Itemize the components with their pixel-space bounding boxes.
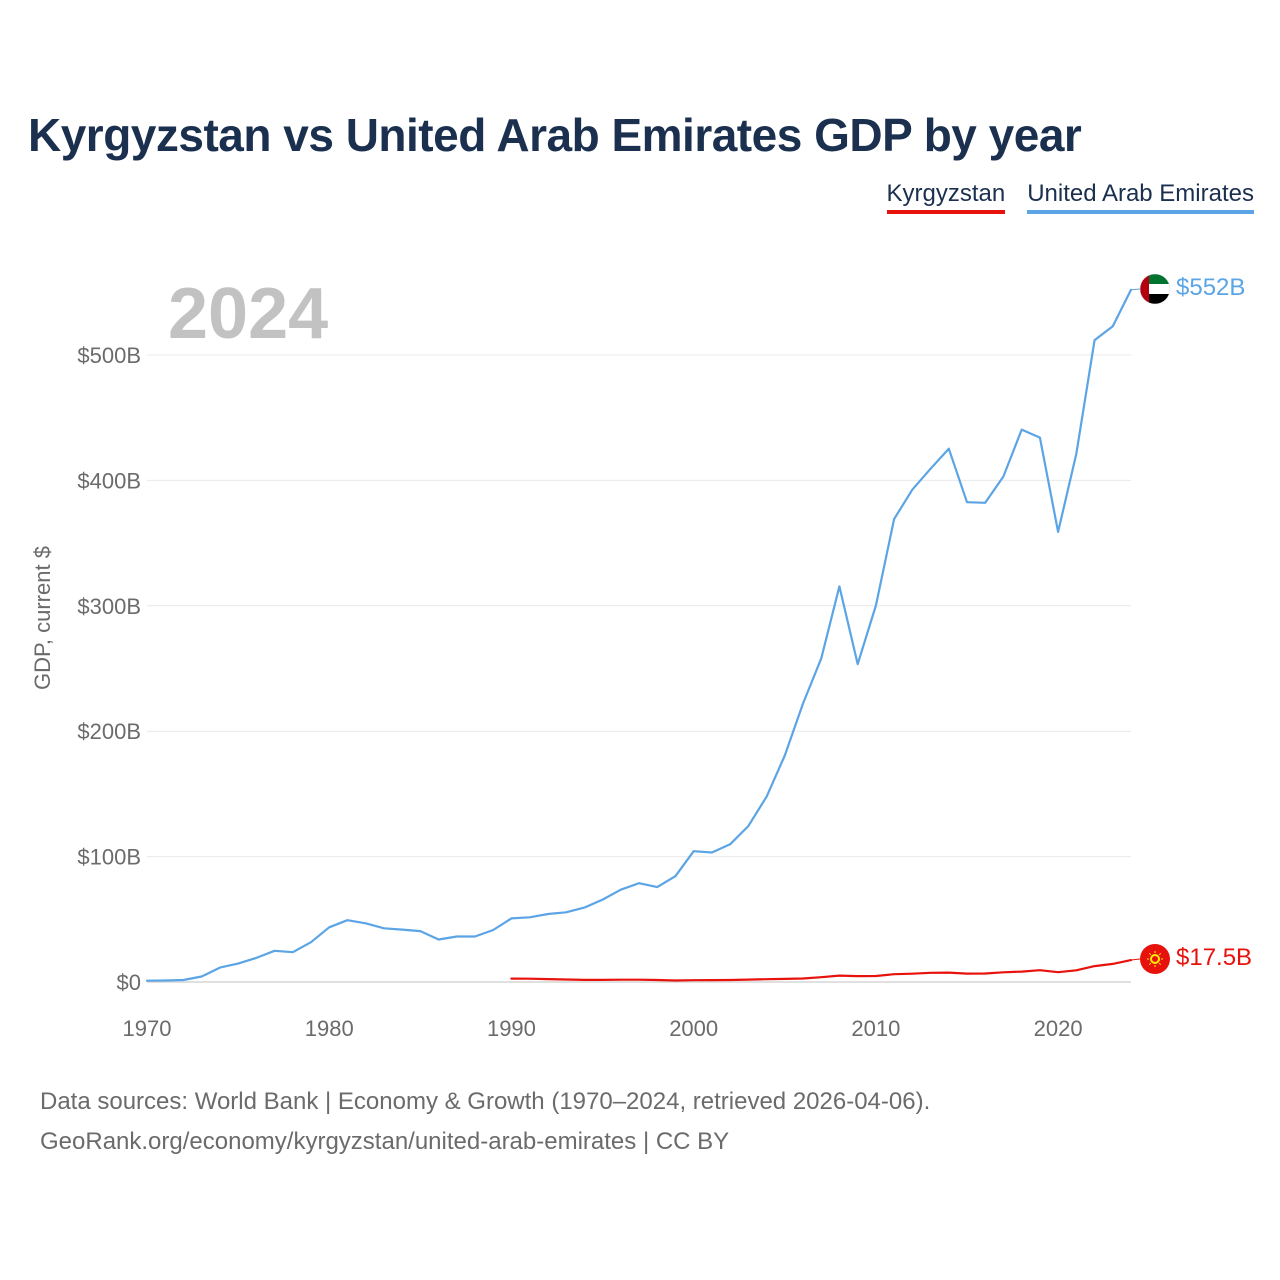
x-tick-label: 2010 (851, 1016, 900, 1041)
x-tick-label: 1990 (487, 1016, 536, 1041)
y-tick-label: $200B (77, 719, 141, 744)
legend: Kyrgyzstan United Arab Emirates (886, 180, 1254, 214)
y-tick-label: $500B (77, 343, 141, 368)
y-tick-label: $0 (117, 970, 141, 995)
footer-sources: Data sources: World Bank | Economy & Gro… (40, 1088, 931, 1115)
uae-flag-icon (1139, 273, 1171, 305)
legend-item-kyrgyzstan[interactable]: Kyrgyzstan (886, 180, 1006, 214)
year-watermark: 2024 (168, 274, 328, 354)
y-tick-label: $300B (77, 594, 141, 619)
x-tick-label: 2000 (669, 1016, 718, 1041)
uae-end-label: $552B (1176, 274, 1245, 301)
y-axis-label: GDP, current $ (30, 546, 55, 690)
footer-link[interactable]: GeoRank.org/economy/kyrgyzstan/united-ar… (40, 1128, 730, 1155)
end-connector-kyrgyzstan (1130, 958, 1141, 961)
chart-title: Kyrgyzstan vs United Arab Emirates GDP b… (28, 109, 1082, 161)
kyrgyzstan-flag-icon (1140, 944, 1170, 974)
end-connector-united-arab-emirates (1130, 288, 1141, 291)
series-line-kyrgyzstan (510, 958, 1133, 982)
y-tick-label: $400B (77, 468, 141, 493)
legend-item-uae[interactable]: United Arab Emirates (1027, 180, 1254, 214)
y-tick-label: $100B (77, 845, 141, 870)
x-tick-label: 1980 (305, 1016, 354, 1041)
x-tick-label: 2020 (1034, 1016, 1083, 1041)
kyrgyzstan-end-label: $17.5B (1176, 944, 1252, 971)
footer: Data sources: World Bank | Economy & Gro… (40, 1082, 930, 1162)
x-tick-label: 1970 (123, 1016, 172, 1041)
series-line-united-arab-emirates (145, 288, 1133, 982)
